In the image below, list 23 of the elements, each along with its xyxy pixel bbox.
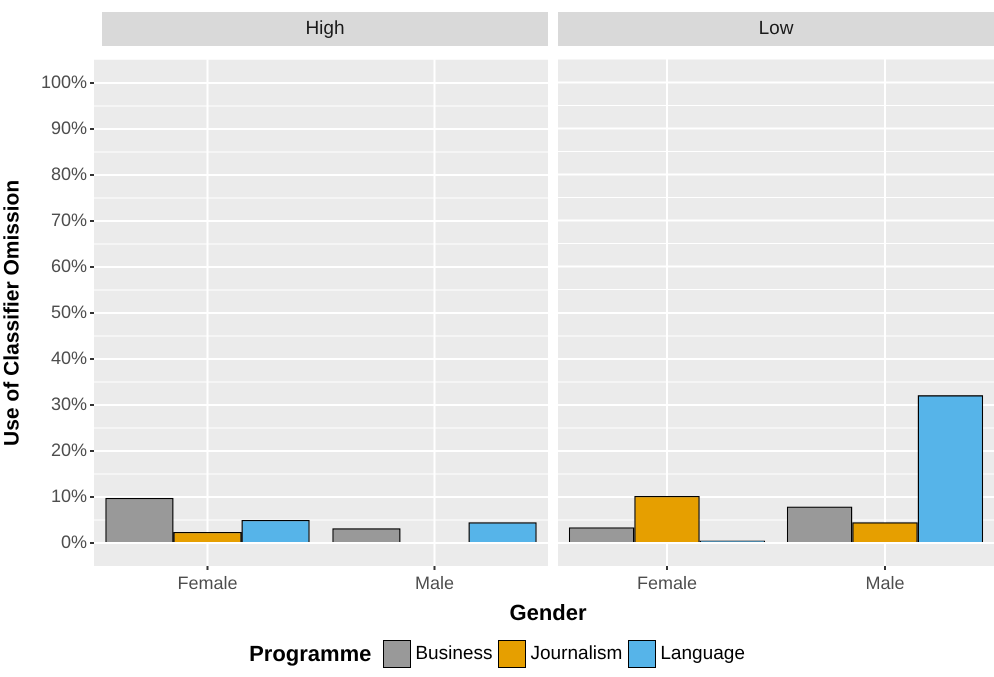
x-tick-label: Male [865,572,905,593]
y-tick-label: 80% [50,164,87,184]
chart-title: High [305,18,345,40]
legend-label: Journalism [530,643,622,665]
y-tick-label: 30% [50,394,87,414]
y-tick-label: 0% [60,532,87,552]
chart-title: Low [758,18,794,40]
legend-label: Language [660,643,745,665]
y-tick-label: 10% [50,486,87,506]
y-axis-title: Use of Classifier Omission [0,180,24,446]
x-tick-label: Male [414,572,454,593]
y-tick-label: 60% [50,256,87,276]
legend-title: Programme [249,641,372,667]
x-axis-title: Gender [508,600,588,626]
legend-label: Business [415,643,492,665]
y-tick-label: 50% [50,302,87,322]
y-tick-label: 70% [50,210,87,230]
x-tick-label: Female [636,572,698,593]
y-tick-label: 100% [40,72,87,92]
y-tick-label: 20% [50,440,87,460]
x-tick-label: Female [177,572,238,593]
y-tick-label: 40% [50,348,87,368]
y-tick-label: 90% [50,118,87,138]
